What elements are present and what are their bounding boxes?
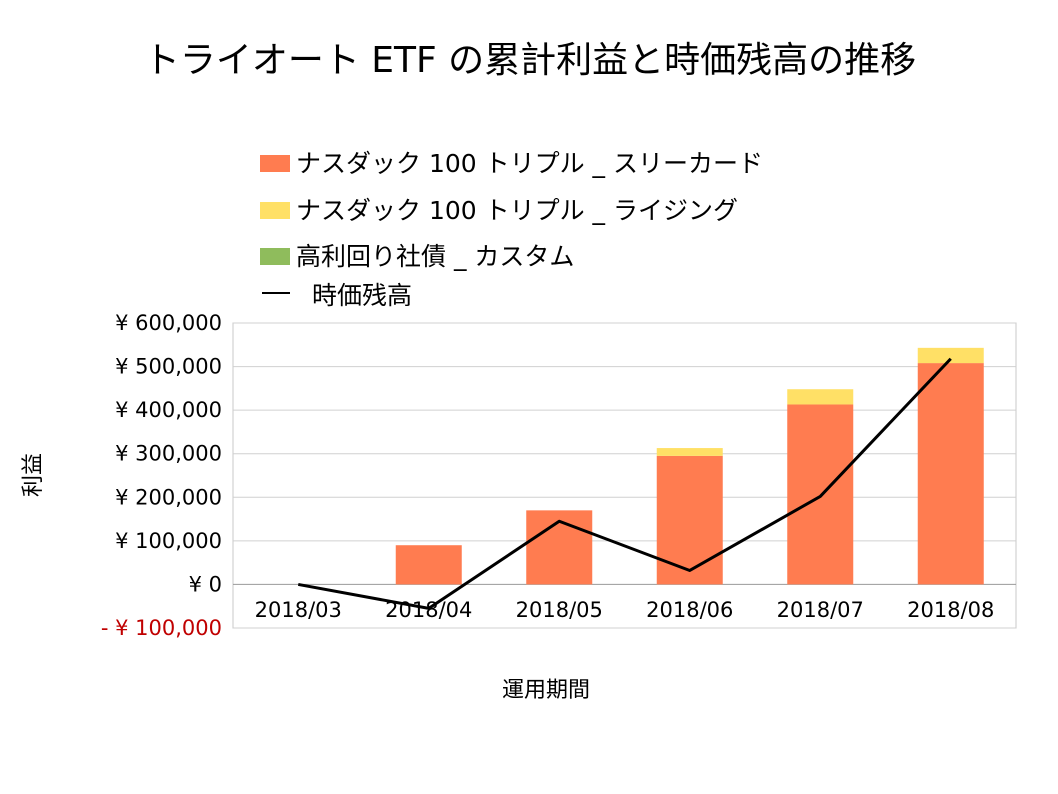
legend-label-custom: 高利回り社債 _ カスタム [296,242,574,271]
y-tick-label: ¥ 200,000 [115,485,222,509]
legend-swatch-custom [260,248,290,265]
legend-label-rising: ナスダック 100 トリプル _ ライジング [296,196,738,225]
bar [787,389,854,405]
y-tick-label: ¥ 500,000 [115,355,222,379]
x-tick-label: 2018/07 [777,598,864,622]
bar [917,347,984,364]
legend-swatch-rising [260,202,290,219]
legend: ナスダック 100 トリプル _ スリーカード ナスダック 100 トリプル _… [260,149,763,310]
bar [656,455,723,585]
legend-label-threecard: ナスダック 100 トリプル _ スリーカード [296,149,763,178]
market-value-line [297,357,952,610]
legend-label-market-value: 時価残高 [312,281,412,310]
x-tick-label: 2018/06 [646,598,733,622]
y-axis-title: 利益 [21,453,46,497]
bar [917,363,984,585]
y-tick-label: ¥ 600,000 [115,311,222,335]
y-tick-label: ¥ 400,000 [115,398,222,422]
legend-swatch-threecard [260,155,290,172]
bar [395,545,462,585]
plot-border [232,322,1017,629]
x-tick-label: 2018/05 [516,598,603,622]
y-tick-label: ¥ 100,000 [115,529,222,553]
chart-title: トライオート ETF の累計利益と時価残高の推移 [144,40,916,81]
plot-area: ¥ 600,000 ¥ 500,000 ¥ 400,000 ¥ 300,000 ¥ 20… [101,311,1017,640]
x-tick-label: 2018/03 [255,598,342,622]
y-tick-label: ¥ 0 [189,572,222,596]
bar [656,448,723,456]
x-axis-title: 運用期間 [502,678,590,703]
y-tick-label: ¥ 300,000 [115,442,222,466]
x-tick-label: 2018/08 [907,598,994,622]
y-tick-label: - ¥ 100,000 [101,616,222,640]
